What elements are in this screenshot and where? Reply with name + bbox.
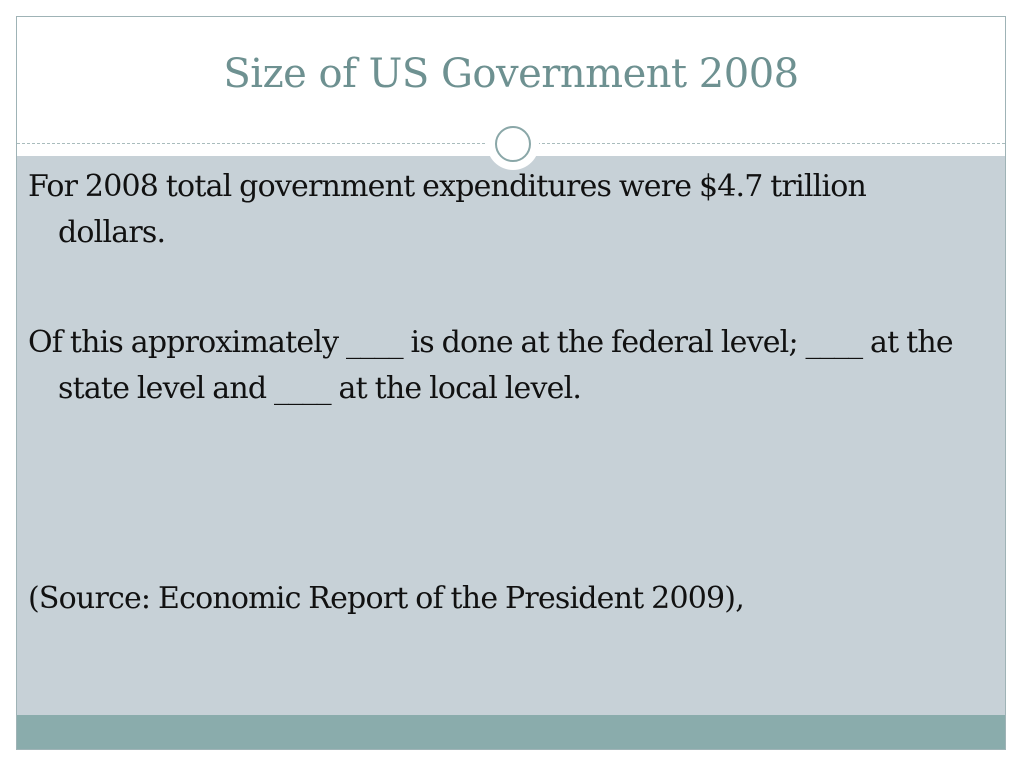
circle-ornament-icon (487, 118, 539, 170)
circle-ring (495, 126, 531, 162)
content-area (17, 156, 1005, 716)
footer-bar (17, 715, 1005, 749)
slide: Size of US Government 2008 (16, 16, 1006, 750)
slide-title: Size of US Government 2008 (223, 51, 799, 97)
paragraph-expenditures: For 2008 total government expenditures w… (28, 169, 867, 250)
paragraph-source: (Source: Economic Report of the Presiden… (28, 581, 745, 616)
paragraph-levels: Of this approximately ____ is done at th… (28, 325, 954, 406)
